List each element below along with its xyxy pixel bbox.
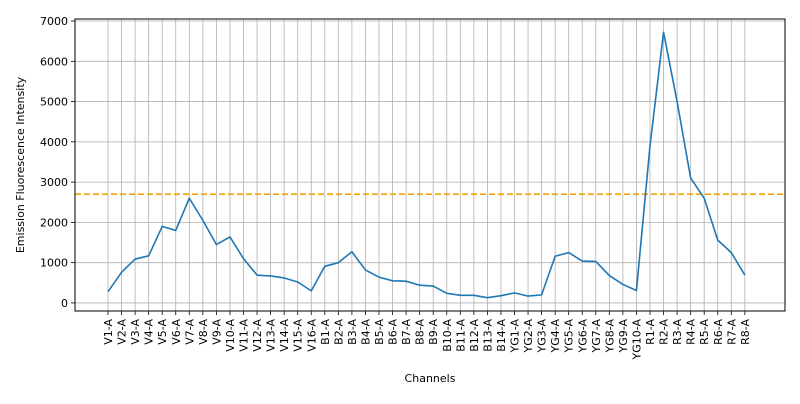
x-tick-label: B2-A [332, 319, 345, 345]
x-tick-label: V1-A [102, 319, 115, 345]
x-tick-label: R2-A [658, 319, 671, 345]
series-line [107, 31, 746, 299]
x-tick-label: YG8-A [603, 319, 616, 354]
x-tick-label: V6-A [170, 319, 183, 345]
x-tick-label: YG6-A [576, 319, 589, 354]
y-axis: 0 1000 2000 3000 4000 5000 6000 7000 [40, 15, 75, 310]
x-tick-label: B13-A [481, 319, 494, 352]
x-tick-label: B11-A [454, 319, 467, 352]
x-tick-label: B1-A [319, 319, 332, 345]
x-tick-label: B5-A [373, 319, 386, 345]
x-tick-label: V10-A [224, 319, 237, 352]
x-tick-label: V14-A [278, 319, 291, 352]
y-tick-label: 7000 [40, 15, 68, 28]
x-tick-label: B3-A [346, 319, 359, 345]
y-axis-label: Emission Fluorescence Intensity [14, 76, 27, 253]
x-tick-label: YG9-A [617, 319, 630, 354]
x-tick-label: YG3-A [536, 319, 549, 354]
y-tick-label: 0 [61, 297, 68, 310]
x-axis-label: Channels [405, 372, 456, 385]
x-tick-label: V9-A [210, 319, 223, 345]
x-tick-label: B12-A [468, 319, 481, 352]
x-tick-label: B14-A [495, 319, 508, 352]
x-tick-label: R4-A [685, 319, 698, 345]
x-tick-label: YG7-A [590, 319, 603, 354]
y-tick-label: 4000 [40, 136, 68, 149]
x-tick-label: B9-A [427, 319, 440, 345]
x-tick-label: R5-A [698, 319, 711, 345]
x-tick-label: R3-A [671, 319, 684, 345]
x-tick-label: R8-A [739, 319, 752, 345]
x-tick-label: R6-A [712, 319, 725, 345]
x-tick-label: V15-A [292, 319, 305, 352]
x-axis: V1-A V2-A V3-A V4-A V5-A V6-A V7-A V8-A V9-A V10-… [102, 311, 752, 361]
x-tick-label: B7-A [400, 319, 413, 345]
x-tick-label: R1-A [644, 319, 657, 345]
x-tick-label: V16-A [305, 319, 318, 352]
x-tick-label: YG10-A [630, 319, 643, 361]
x-tick-label: V4-A [143, 319, 156, 345]
y-tick-label: 6000 [40, 55, 68, 68]
x-tick-label: YG4-A [549, 319, 562, 354]
x-tick-label: B4-A [359, 319, 372, 345]
y-tick-label: 5000 [40, 96, 68, 109]
x-tick-label: YG5-A [563, 319, 576, 354]
x-tick-label: YG2-A [522, 319, 535, 354]
x-tick-label: YG1-A [509, 319, 522, 354]
x-tick-label: B6-A [387, 319, 400, 345]
grid-layer [75, 19, 785, 311]
x-tick-label: R7-A [725, 319, 738, 345]
x-tick-label: V8-A [197, 319, 210, 345]
y-tick-label: 1000 [40, 257, 68, 270]
plot-frame [74, 18, 786, 312]
x-tick-label: B8-A [414, 319, 427, 345]
x-tick-label: V12-A [251, 319, 264, 352]
x-tick-label: V5-A [156, 319, 169, 345]
x-tick-label: V11-A [238, 319, 251, 352]
series-layer [107, 31, 746, 299]
x-tick-label: V3-A [129, 319, 142, 345]
x-tick-label: V2-A [116, 319, 129, 345]
x-tick-label: V7-A [183, 319, 196, 345]
x-tick-label: B10-A [441, 319, 454, 352]
y-tick-label: 3000 [40, 176, 68, 189]
y-tick-label: 2000 [40, 216, 68, 229]
x-tick-label: V13-A [265, 319, 278, 352]
